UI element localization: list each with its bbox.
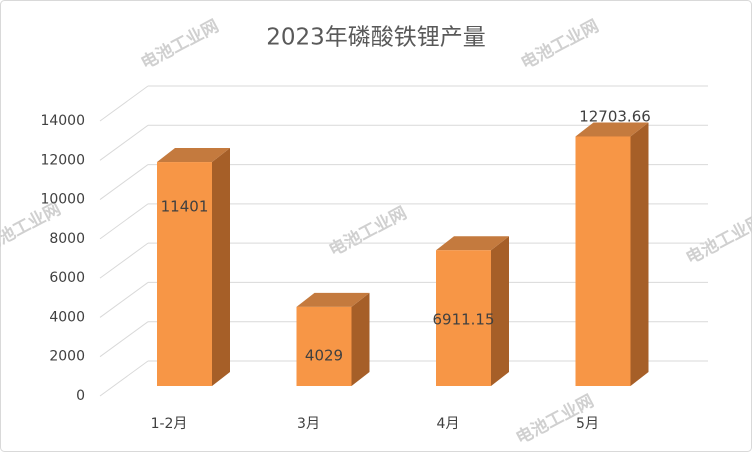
grid-line: [99, 124, 149, 161]
y-tick-label: 8000: [49, 231, 85, 247]
bar: [296, 306, 352, 386]
bar: [575, 136, 631, 386]
bar: [157, 162, 212, 386]
data-label: 6911.15: [432, 311, 494, 329]
data-label: 4029: [305, 347, 343, 365]
bar-top: [296, 292, 370, 307]
grid-line: [99, 282, 149, 318]
data-label: 12703.66: [579, 108, 651, 126]
bar-side: [630, 122, 649, 387]
x-tick-label: 3月: [297, 416, 320, 432]
grid-line: [99, 164, 149, 200]
x-tick-label: 5月: [576, 416, 599, 432]
grid-line: [99, 242, 149, 279]
bar-side: [491, 236, 509, 386]
grid-line: [99, 360, 149, 397]
y-tick-label: 6000: [49, 270, 85, 286]
bar-top: [436, 236, 509, 251]
bar-side: [212, 148, 230, 386]
x-tick-label: 1-2月: [151, 416, 188, 432]
y-tick-label: 10000: [40, 192, 85, 208]
grid-line: [99, 321, 149, 358]
y-tick-label: 12000: [40, 152, 85, 168]
y-tick-label: 4000: [49, 309, 85, 325]
x-tick-label: 4月: [437, 416, 460, 432]
bar-side: [351, 292, 370, 386]
y-tick-label: 14000: [40, 113, 85, 129]
y-tick-label: 0: [76, 388, 85, 404]
grid-line: [99, 203, 149, 240]
bar: [436, 250, 491, 386]
y-tick-label: 2000: [49, 349, 85, 365]
chart-title: 2023年磷酸铁锂产量: [266, 25, 486, 51]
data-label: 11401: [161, 198, 209, 216]
bar-top: [575, 122, 649, 137]
bar-top: [157, 148, 230, 163]
grid-line: [99, 85, 149, 122]
